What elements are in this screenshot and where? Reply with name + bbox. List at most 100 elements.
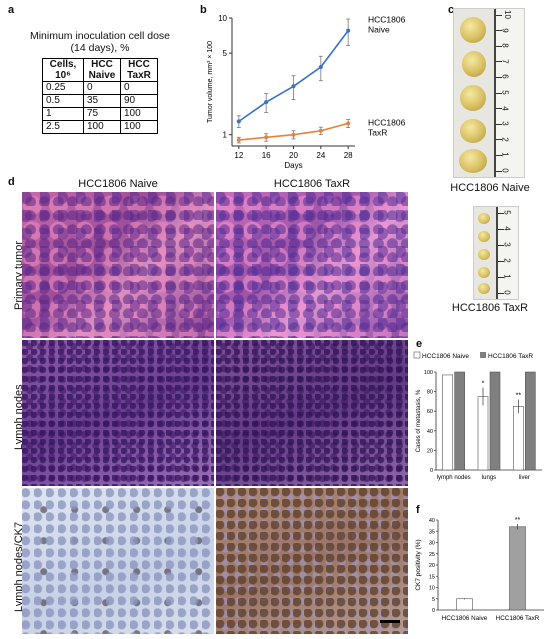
table-row: 2.5 100 100 — [42, 120, 158, 134]
x-category-label: HCC1806 TaxR — [496, 615, 540, 622]
bar-taxr — [489, 371, 501, 471]
table-cell: 0 — [83, 81, 121, 95]
ruler-number: 3 — [500, 121, 510, 126]
table-cell: 100 — [120, 107, 158, 121]
ruler-number: 1 — [502, 274, 512, 279]
table-header-naive: HCC Naive — [83, 58, 121, 82]
data-point — [318, 65, 323, 70]
ruler-number: 0 — [500, 168, 510, 173]
x-axis-label: Days — [284, 161, 302, 170]
x-category-label: lungs — [482, 475, 496, 481]
legend-swatch-naive — [413, 351, 421, 359]
histology-lymph-naive — [22, 340, 214, 486]
col-header-taxr: HCC1806 TaxR — [273, 178, 351, 190]
ruler-tick — [496, 123, 502, 125]
naive-tumor-photo: 0 1 2 3 4 5 6 7 8 9 10 — [453, 8, 525, 178]
ruler-number: 5 — [500, 90, 510, 95]
histology-lymph-taxr — [216, 340, 408, 486]
ruler-number: 10 — [502, 10, 512, 19]
data-point — [346, 28, 351, 33]
y-tick-label: 10 — [218, 14, 227, 23]
series-label-naive-line1: HCC1806 — [368, 15, 406, 25]
y-tick-label: 0 — [432, 608, 435, 614]
table-title-line1: Minimum inoculation cell dose — [29, 30, 171, 42]
table-cell: 100 — [83, 120, 121, 134]
x-category-label: liver — [519, 475, 530, 481]
col-header-naive: HCC1806 Naive — [78, 178, 158, 190]
table-header-cells: Cells, 10⁶ — [42, 58, 84, 82]
ruler-number: 4 — [500, 105, 510, 111]
data-point — [236, 138, 241, 143]
tumor-specimen — [460, 119, 486, 143]
ruler-tick — [498, 228, 504, 230]
ruler-taxr: 0 1 2 3 4 5 — [496, 207, 518, 299]
taxr-tumor-photo: 0 1 2 3 4 5 — [473, 206, 519, 300]
bar — [509, 526, 526, 611]
ruler-tick — [496, 139, 502, 141]
panel-label-f: f — [416, 504, 420, 516]
table-cell: 0.5 — [42, 94, 84, 108]
ruler-number: 4 — [502, 226, 512, 231]
tumor-specimen — [478, 249, 490, 260]
ruler-tick — [498, 244, 504, 246]
table-cell: 2.5 — [42, 120, 84, 134]
ruler-tick — [498, 276, 504, 278]
ruler-tick — [496, 61, 502, 63]
tumor-volume-chart: 12 16 20 24 28 1 5 10 Days Tumor volume, mm³ × 10… — [207, 14, 406, 170]
panel-label-d: d — [8, 176, 15, 188]
ruler-tick — [498, 260, 504, 262]
table-title-line2: (14 days), % — [70, 42, 130, 54]
x-tick-label: 12 — [234, 151, 243, 160]
table-cell: 100 — [120, 120, 158, 134]
x-category-label: lymph nodes — [437, 475, 471, 481]
table-cell: 0.25 — [42, 81, 84, 95]
histology-primary-taxr — [216, 192, 408, 338]
table-cell: 0 — [120, 81, 158, 95]
bar — [456, 598, 473, 611]
tumor-specimen — [478, 267, 490, 278]
tumor-specimen — [478, 213, 490, 224]
table-cell: 75 — [83, 107, 121, 121]
y-tick-label: 10 — [429, 586, 435, 592]
ruler-tick — [496, 76, 502, 78]
ruler-tick — [496, 45, 502, 47]
ruler-tick — [496, 154, 502, 156]
x-tick-label: 24 — [316, 151, 325, 160]
table-cell: 35 — [83, 94, 121, 108]
histology-primary-naive — [22, 192, 214, 338]
ruler-number: 8 — [500, 43, 510, 48]
y-tick-label: 25 — [429, 552, 435, 558]
caption-naive: HCC1806 Naive — [450, 182, 530, 194]
series-label-taxr-line1: HCC1806 — [368, 117, 406, 127]
panel-label-a: a — [8, 4, 15, 16]
ruler-number: 0 — [502, 290, 512, 295]
bar-taxr — [454, 371, 465, 471]
y-tick-label: 20 — [427, 448, 433, 454]
histology-ck7-taxr — [216, 488, 408, 634]
table-row: 0.5 35 90 — [42, 94, 158, 108]
ruler-tick — [498, 212, 504, 214]
table-row: 0.25 0 0 — [42, 81, 158, 95]
tumor-specimen — [459, 149, 487, 173]
ruler-tick — [496, 92, 502, 94]
data-point — [236, 119, 241, 124]
tumor-specimen — [462, 51, 486, 77]
series-label-taxr-line2: TaxR — [368, 127, 387, 137]
ruler-number: 6 — [500, 74, 510, 80]
data-point — [264, 135, 269, 140]
y-tick-label: 20 — [429, 563, 435, 569]
data-point — [291, 132, 296, 137]
bar-naive — [513, 405, 524, 471]
bar-taxr — [525, 371, 536, 471]
table-header-taxr: HCC TaxR — [120, 58, 158, 82]
ruler-number: 9 — [500, 27, 510, 33]
ruler-number: 1 — [500, 152, 510, 158]
y-tick-label: 60 — [427, 409, 433, 415]
tumor-specimen — [460, 17, 486, 43]
legend-label-taxr: HCC1806 TaxR — [488, 353, 533, 360]
significance-mark: ** — [515, 517, 521, 524]
y-tick-label: 35 — [429, 529, 435, 535]
y-tick-label: 30 — [429, 541, 435, 547]
table-cell: 90 — [120, 94, 158, 108]
histology-ck7-naive — [22, 488, 214, 634]
